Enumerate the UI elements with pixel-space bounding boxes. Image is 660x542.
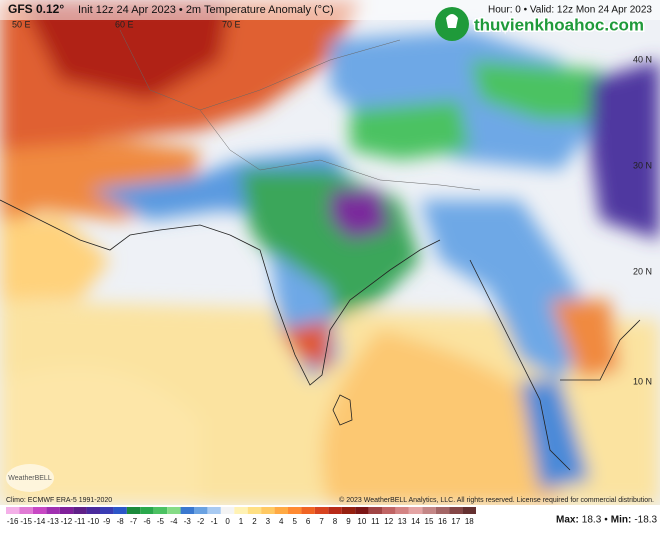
colorbar-cell [382, 507, 396, 514]
colorbar-cell [207, 507, 221, 514]
colorbar-cell [462, 507, 476, 514]
colorbar-tick-label: -3 [184, 517, 192, 526]
colorbar-tick-label: -2 [197, 517, 205, 526]
colorbar-tick-label: -10 [88, 517, 100, 526]
colorbar-cell [234, 507, 248, 514]
colorbar-cell [314, 507, 329, 514]
colorbar-cell [301, 507, 315, 514]
colorbar-tick-label: 18 [465, 517, 474, 526]
colorbar-tick-label: -12 [61, 517, 73, 526]
colorbar-tick-label: 15 [425, 517, 434, 526]
colorbar-tick-label: 1 [239, 517, 244, 526]
colorbar-tick-label: 12 [384, 517, 393, 526]
colorbar-tick-label: -5 [157, 517, 165, 526]
colorbar-tick-label: 2 [252, 517, 257, 526]
map-title: Init 12z 24 Apr 2023 • 2m Temperature An… [78, 4, 334, 16]
colorbar-tick-label: -8 [117, 517, 125, 526]
colorbar-tick-label: 4 [279, 517, 284, 526]
colorbar-tick-label: -15 [20, 517, 32, 526]
colorbar-tick-label: -9 [103, 517, 111, 526]
colorbar-cell [140, 507, 154, 514]
colorbar-tick-label: 7 [319, 517, 324, 526]
colorbar-tick-label: 9 [346, 517, 351, 526]
watermark: thuvienkhoahoc.com [474, 15, 644, 34]
colorbar-cell [422, 507, 436, 514]
colorbar: -16 -15 -14 -13 -12 -11 -10 -9 -8 -7 -6 -5 -4 -3 -2 -1 0… [6, 507, 476, 526]
map-field [0, 0, 660, 505]
colorbar-cell [167, 507, 181, 514]
colorbar-cell [395, 507, 409, 514]
header-band [0, 0, 660, 20]
colorbar-tick-label: -1 [211, 517, 219, 526]
copyright: © 2023 WeatherBELL Analytics, LLC. All r… [339, 496, 654, 504]
lat-label: 10 N [633, 376, 652, 386]
colorbar-cell [19, 507, 33, 514]
colorbar-cell [288, 507, 302, 514]
colorbar-cell [368, 507, 382, 514]
colorbar-tick-label: 13 [398, 517, 407, 526]
colorbar-cell [86, 507, 100, 514]
stat-value: -18.3 [634, 515, 657, 526]
colorbar-cell [274, 507, 288, 514]
logo-text: WeatherBELL [8, 475, 52, 482]
lon-label: 70 E [222, 19, 241, 29]
colorbar-tick-label: -16 [7, 517, 19, 526]
lat-label: 40 N [633, 54, 652, 64]
colorbar-cell [180, 507, 194, 514]
colorbar-tick-label: 6 [306, 517, 311, 526]
colorbar-cell [355, 507, 369, 514]
colorbar-tick-label: 16 [438, 517, 447, 526]
logo-badge [6, 464, 54, 492]
valid-time: Hour: 0 • Valid: 12z Mon 24 Apr 2023 [488, 5, 652, 16]
lat-label: 20 N [633, 266, 652, 276]
stat-separator: • [604, 515, 608, 526]
colorbar-tick-label: -13 [47, 517, 59, 526]
stat-label: Min: [611, 515, 632, 526]
colorbar-cell [32, 507, 47, 514]
colorbar-cell [100, 507, 114, 514]
colorbar-cell [59, 507, 74, 514]
colorbar-tick-label: -11 [74, 517, 86, 526]
colorbar-cell [113, 507, 127, 514]
colorbar-tick-label: 14 [411, 517, 420, 526]
colorbar-cell [341, 507, 356, 514]
colorbar-tick-label: 11 [371, 517, 380, 526]
model-name: GFS 0.12° [8, 2, 64, 16]
lon-label: 50 E [12, 19, 31, 29]
colorbar-tick-label: -4 [170, 517, 178, 526]
colorbar-cell [126, 507, 141, 514]
colorbar-cell [435, 507, 450, 514]
coastlines [0, 199, 641, 471]
colorbar-cell [328, 507, 342, 514]
colorbar-cell [46, 507, 60, 514]
colorbar-tick-label: -6 [143, 517, 151, 526]
colorbar-cell [408, 507, 423, 514]
colorbar-cell [6, 507, 20, 514]
colorbar-tick-label: 3 [266, 517, 271, 526]
stat-label: Max: [556, 515, 579, 526]
colorbar-cell [247, 507, 262, 514]
colorbar-cell [153, 507, 168, 514]
colorbar-tick-label: -14 [34, 517, 46, 526]
stat-value: 18.3 [582, 515, 602, 526]
colorbar-tick-label: 0 [225, 517, 230, 526]
colorbar-tick-label: 8 [333, 517, 338, 526]
climo-note: Climo: ECMWF ERA-5 1991-2020 [6, 497, 112, 504]
colorbar-cell [220, 507, 235, 514]
anomaly-shading [0, 0, 660, 505]
lon-label: 60 E [115, 19, 134, 29]
colorbar-tick-label: -7 [130, 517, 138, 526]
colorbar-cell [261, 507, 275, 514]
colorbar-tick-label: 17 [451, 517, 460, 526]
colorbar-tick-label: 5 [292, 517, 297, 526]
colorbar-cell [194, 507, 208, 514]
colorbar-cell [449, 507, 463, 514]
watermark-bulb [446, 14, 458, 28]
lat-label: 30 N [633, 160, 652, 170]
colorbar-cell [73, 507, 87, 514]
colorbar-tick-label: 10 [357, 517, 366, 526]
borders [119, 29, 481, 191]
